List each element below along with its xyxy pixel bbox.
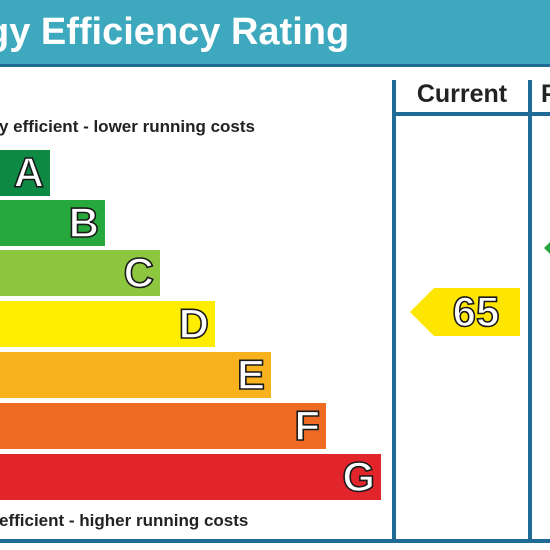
band-letter: G xyxy=(342,453,376,501)
band-letter: D xyxy=(178,300,210,348)
band-f: F xyxy=(0,402,326,450)
band-d: D xyxy=(0,300,215,348)
potential-rating-arrow xyxy=(544,238,550,258)
band-letter: F xyxy=(294,402,321,450)
current-column-header: Current xyxy=(416,80,508,108)
band-letter: C xyxy=(123,249,155,297)
band-g: G xyxy=(0,453,381,501)
current-column-right-divider xyxy=(528,80,532,540)
band-letter: B xyxy=(68,199,100,247)
potential-column-header: P xyxy=(541,80,550,108)
chart-title: gy Efficiency Rating xyxy=(0,11,350,53)
title-bar: gy Efficiency Rating xyxy=(0,0,550,64)
band-b: B xyxy=(0,199,105,247)
frame-bottom-border xyxy=(0,539,550,543)
frame-top-border xyxy=(0,64,550,67)
band-a: A xyxy=(0,149,50,197)
band-e: E xyxy=(0,351,271,399)
band-letter: E xyxy=(236,351,266,399)
current-rating-value: 65 xyxy=(452,288,500,336)
band-letter: A xyxy=(13,149,45,197)
column-header-divider xyxy=(396,112,550,116)
current-rating-arrow: 65 xyxy=(410,288,520,336)
top-caption: y efficient - lower running costs xyxy=(0,117,255,136)
bottom-caption: efficient - higher running costs xyxy=(0,511,249,530)
band-c: C xyxy=(0,249,160,297)
current-column-left-divider xyxy=(392,80,396,540)
